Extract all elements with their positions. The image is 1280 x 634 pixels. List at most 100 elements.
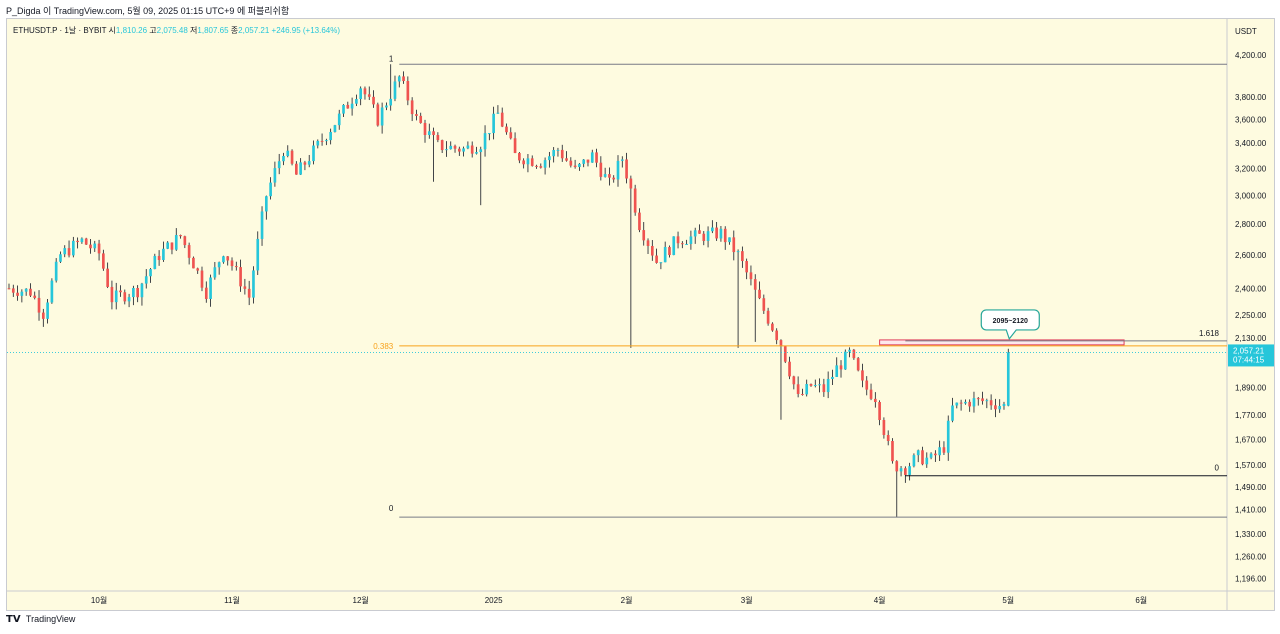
candle-body — [946, 420, 950, 453]
candle-body — [565, 158, 568, 161]
candle-body — [449, 145, 453, 150]
candle-body — [603, 174, 607, 177]
candle-body — [886, 434, 890, 442]
price-axis-tick-label: 3,400.00 — [1235, 139, 1267, 148]
time-axis-tick-label: 2월 — [621, 595, 633, 605]
candle-body — [84, 238, 88, 245]
candle-body — [518, 153, 521, 161]
candle-body — [166, 242, 170, 249]
candle-body — [659, 262, 663, 264]
candle-body — [861, 370, 864, 381]
candle-body — [968, 401, 972, 407]
candle-body — [264, 196, 268, 212]
candle-body — [29, 288, 32, 296]
candle-body — [106, 268, 109, 287]
candle-body — [929, 453, 933, 458]
candle-body — [239, 267, 242, 287]
candle-body — [475, 152, 478, 154]
time-axis-tick-label: 4월 — [874, 595, 886, 605]
candle-body — [741, 251, 744, 262]
level-label-level-0: 0 — [1215, 464, 1220, 473]
candle-body — [899, 468, 903, 472]
candle-body — [209, 277, 212, 299]
candle-body — [187, 245, 191, 258]
candle-body — [655, 255, 658, 263]
candle-body — [273, 168, 277, 183]
currency-label: USDT — [1235, 27, 1257, 36]
candle-body — [367, 94, 371, 97]
candle-body — [916, 450, 920, 456]
candle-body — [415, 114, 418, 116]
candle-body — [11, 288, 15, 293]
price-axis-tick-label: 1,570.00 — [1235, 461, 1267, 470]
price-axis-tick-label: 1,196.00 — [1235, 574, 1267, 583]
candle-body — [363, 88, 367, 95]
candle-body — [620, 159, 624, 161]
candle-body — [548, 156, 551, 161]
candle-body — [891, 441, 894, 462]
candle-body — [560, 149, 564, 159]
candle-body — [663, 247, 667, 263]
price-axis-tick-label: 1,670.00 — [1235, 435, 1267, 444]
candle-body — [342, 104, 345, 114]
candle-body — [226, 256, 230, 261]
candle-body — [402, 76, 405, 82]
candle-body — [282, 155, 285, 162]
candle-body — [942, 447, 946, 453]
last-price-label: 2,057.21 — [1233, 346, 1265, 355]
tradingview-logo-icon: 𝗧𝗩 — [6, 614, 21, 625]
candle-body — [775, 330, 779, 341]
candle-body — [419, 115, 423, 123]
candle-body — [698, 230, 701, 234]
callout-bubble[interactable] — [980, 309, 1040, 341]
candle-body — [813, 385, 817, 387]
candle-body — [758, 289, 761, 299]
candle-body — [320, 140, 324, 142]
candle-body — [162, 248, 165, 261]
candle-body — [277, 161, 281, 169]
candle-body — [346, 104, 350, 109]
candle-body — [355, 99, 358, 104]
candle-body — [578, 163, 581, 168]
candle-body — [33, 295, 37, 298]
candle-body — [492, 113, 495, 134]
candle-body — [333, 125, 337, 132]
candle-body — [496, 112, 500, 114]
time-axis-tick-label: 6월 — [1135, 595, 1147, 605]
candle-body — [303, 162, 307, 165]
time-axis-tick-label: 5월 — [1002, 595, 1014, 605]
candle-body — [325, 140, 328, 142]
candle-body — [440, 140, 444, 151]
candle-body — [668, 247, 671, 256]
time-axis-tick-label: 2025 — [485, 596, 503, 605]
candle-body — [753, 279, 757, 290]
candle-body — [934, 453, 937, 456]
candle-body — [149, 269, 152, 277]
level-label-fib-0: 0 — [389, 504, 394, 513]
candle-body — [569, 160, 573, 166]
candle-body — [488, 133, 491, 135]
candle-body — [1002, 403, 1006, 407]
candle-body — [912, 455, 916, 467]
candle-body — [693, 230, 697, 237]
candle-body — [989, 400, 993, 406]
candle-body — [397, 76, 401, 82]
candle-body — [676, 236, 680, 244]
candle-body — [873, 398, 877, 403]
publish-caption-bar: P_Digda 이 TradingView.com, 5월 09, 2025 0… — [0, 0, 1280, 18]
candle-body — [685, 243, 688, 245]
candle-body — [252, 270, 255, 298]
candle-body — [835, 365, 839, 377]
target-zone-box[interactable] — [879, 339, 1125, 346]
chart-frame[interactable]: USDT 4,200.00 3,800.00 3,600.00 3,400.00 3,20… — [6, 18, 1275, 611]
price-axis-tick-label: 3,600.00 — [1235, 115, 1267, 124]
candle-body — [839, 365, 843, 370]
candle-body — [878, 402, 881, 421]
candle-body — [24, 288, 28, 292]
candle-body — [633, 188, 637, 213]
candle-body — [681, 243, 684, 245]
candle-body — [269, 182, 272, 197]
chart-canvas[interactable]: USDT 4,200.00 3,800.00 3,600.00 3,400.00 3,20… — [7, 19, 1274, 610]
price-axis-tick-label: 2,600.00 — [1235, 251, 1267, 260]
candle-body — [410, 100, 414, 115]
